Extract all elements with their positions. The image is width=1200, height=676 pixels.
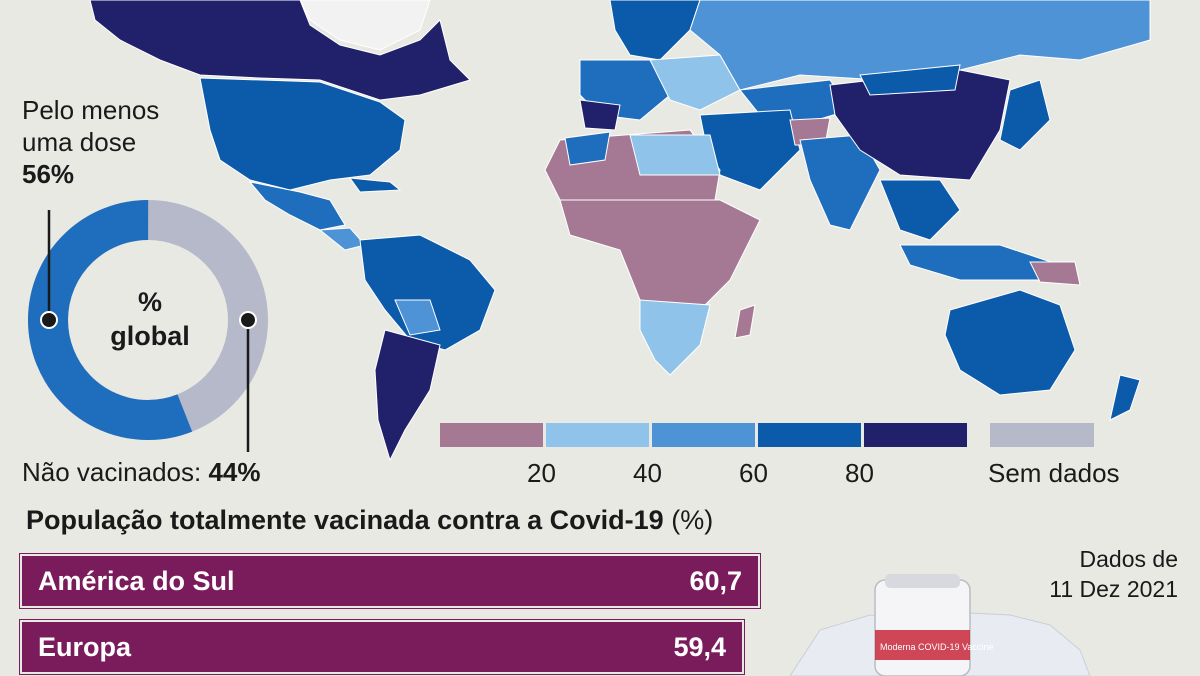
legend-no-data-label: Sem dados (988, 458, 1120, 488)
dose-label: Pelo menos uma dose 56% (22, 94, 159, 190)
unvaccinated-text: Não vacinados: (22, 457, 202, 487)
data-date-line2: 11 Dez 2021 (1049, 576, 1178, 602)
vaccine-vial-photo: Moderna COVID-19 Vaccine (789, 574, 1091, 676)
legend-tick-40: 40 (633, 458, 662, 488)
bar-value-south-america: 60,7 (689, 565, 742, 596)
data-date: Dados de 11 Dez 2021 (1049, 544, 1178, 604)
map-region-scandinavia (609, 0, 701, 61)
dose-label-line1: Pelo menos (22, 95, 160, 125)
map-region-southern-africa (639, 299, 711, 376)
unvaccinated-label: Não vacinados: 44% (22, 456, 261, 488)
section-title-main: População totalmente vacinada contra a C… (26, 505, 664, 535)
data-date-line1: Dados de (1079, 546, 1178, 572)
map-region-mongolia (859, 64, 961, 96)
bar-europe: Europa 59,4 (19, 619, 745, 675)
dose-leader-dot (40, 311, 58, 329)
map-region-central-america (318, 227, 366, 251)
donut-center-label: % global (100, 285, 200, 353)
dose-value: 56% (22, 159, 75, 189)
dose-label-line2: uma dose (22, 127, 137, 157)
map-region-morocco (564, 131, 611, 166)
unvaccinated-leader-dot (239, 311, 257, 329)
section-title-unit: (%) (671, 505, 714, 535)
map-region-argentina-chile (374, 329, 441, 462)
legend-tick-80: 80 (845, 458, 874, 488)
map-region-eastern-europe (649, 54, 741, 111)
legend-tick-60: 60 (739, 458, 768, 488)
map-region-australia (944, 289, 1076, 396)
legend-swatch-0-20 (440, 423, 543, 447)
legend-swatch-40-60 (652, 423, 755, 447)
bar-south-america: América do Sul 60,7 (19, 553, 761, 609)
vial-label-text: Moderna COVID-19 Vaccine (880, 642, 993, 652)
donut-center-line2: global (110, 321, 190, 351)
map-region-china (829, 69, 1011, 181)
map-region-new-zealand (1109, 374, 1141, 421)
unvaccinated-value: 44% (208, 457, 261, 487)
legend-swatch-20-40 (546, 423, 649, 447)
map-region-mexico (248, 181, 346, 231)
map-region-japan (999, 79, 1051, 151)
bar-label-south-america: América do Sul (38, 565, 235, 596)
map-region-madagascar (734, 304, 756, 339)
map-region-caribbean (348, 177, 402, 193)
bar-value-europe: 59,4 (673, 631, 726, 662)
donut-leader-lines (40, 210, 257, 452)
legend-swatch-80-100 (864, 423, 967, 447)
map-region-south-america-north (359, 234, 496, 351)
section-title: População totalmente vacinada contra a C… (26, 505, 713, 536)
bar-label-europe: Europa (38, 631, 132, 662)
legend-swatch-60-80 (758, 423, 861, 447)
map-region-southeast-asia (879, 179, 961, 241)
map-region-central-africa (559, 199, 761, 311)
map-region-canada (89, 0, 471, 101)
donut-center-line1: % (137, 287, 162, 317)
map-region-greenland (299, 0, 431, 51)
legend-swatch-no-data (990, 423, 1094, 447)
vial-label-stripe (875, 630, 970, 660)
map-region-papua (1029, 261, 1081, 286)
vial-cap (885, 574, 960, 588)
map-region-bolivia (394, 299, 441, 336)
legend-tick-20: 20 (527, 458, 556, 488)
map-region-egypt-libya (629, 134, 721, 176)
vial-body (874, 579, 971, 676)
map-region-iberia (579, 99, 621, 131)
